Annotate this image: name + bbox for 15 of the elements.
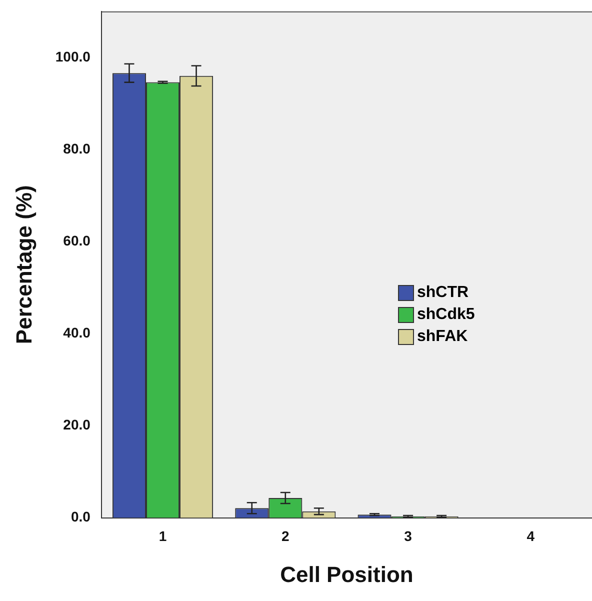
x-tick-label: 3 [404,528,412,544]
y-tick-label: 60.0 [63,232,91,248]
y-axis-title: Percentage (%) [11,185,36,344]
y-tick-label: 20.0 [63,416,91,433]
y-tick-label: 40.0 [63,324,91,341]
y-tick-label: 80.0 [63,140,91,156]
y-tick-label: 0.0 [70,508,91,525]
legend-label: shCTR [417,284,469,302]
x-tick-label: 1 [158,528,167,544]
x-tick-label: 2 [282,528,290,544]
legend-label: shCdk5 [417,306,475,324]
x-tick-label: 4 [526,528,535,544]
x-axis-title: Cell Position [280,562,414,587]
legend-label: shFAK [417,328,468,346]
y-tick-label: 100.0 [55,48,91,64]
